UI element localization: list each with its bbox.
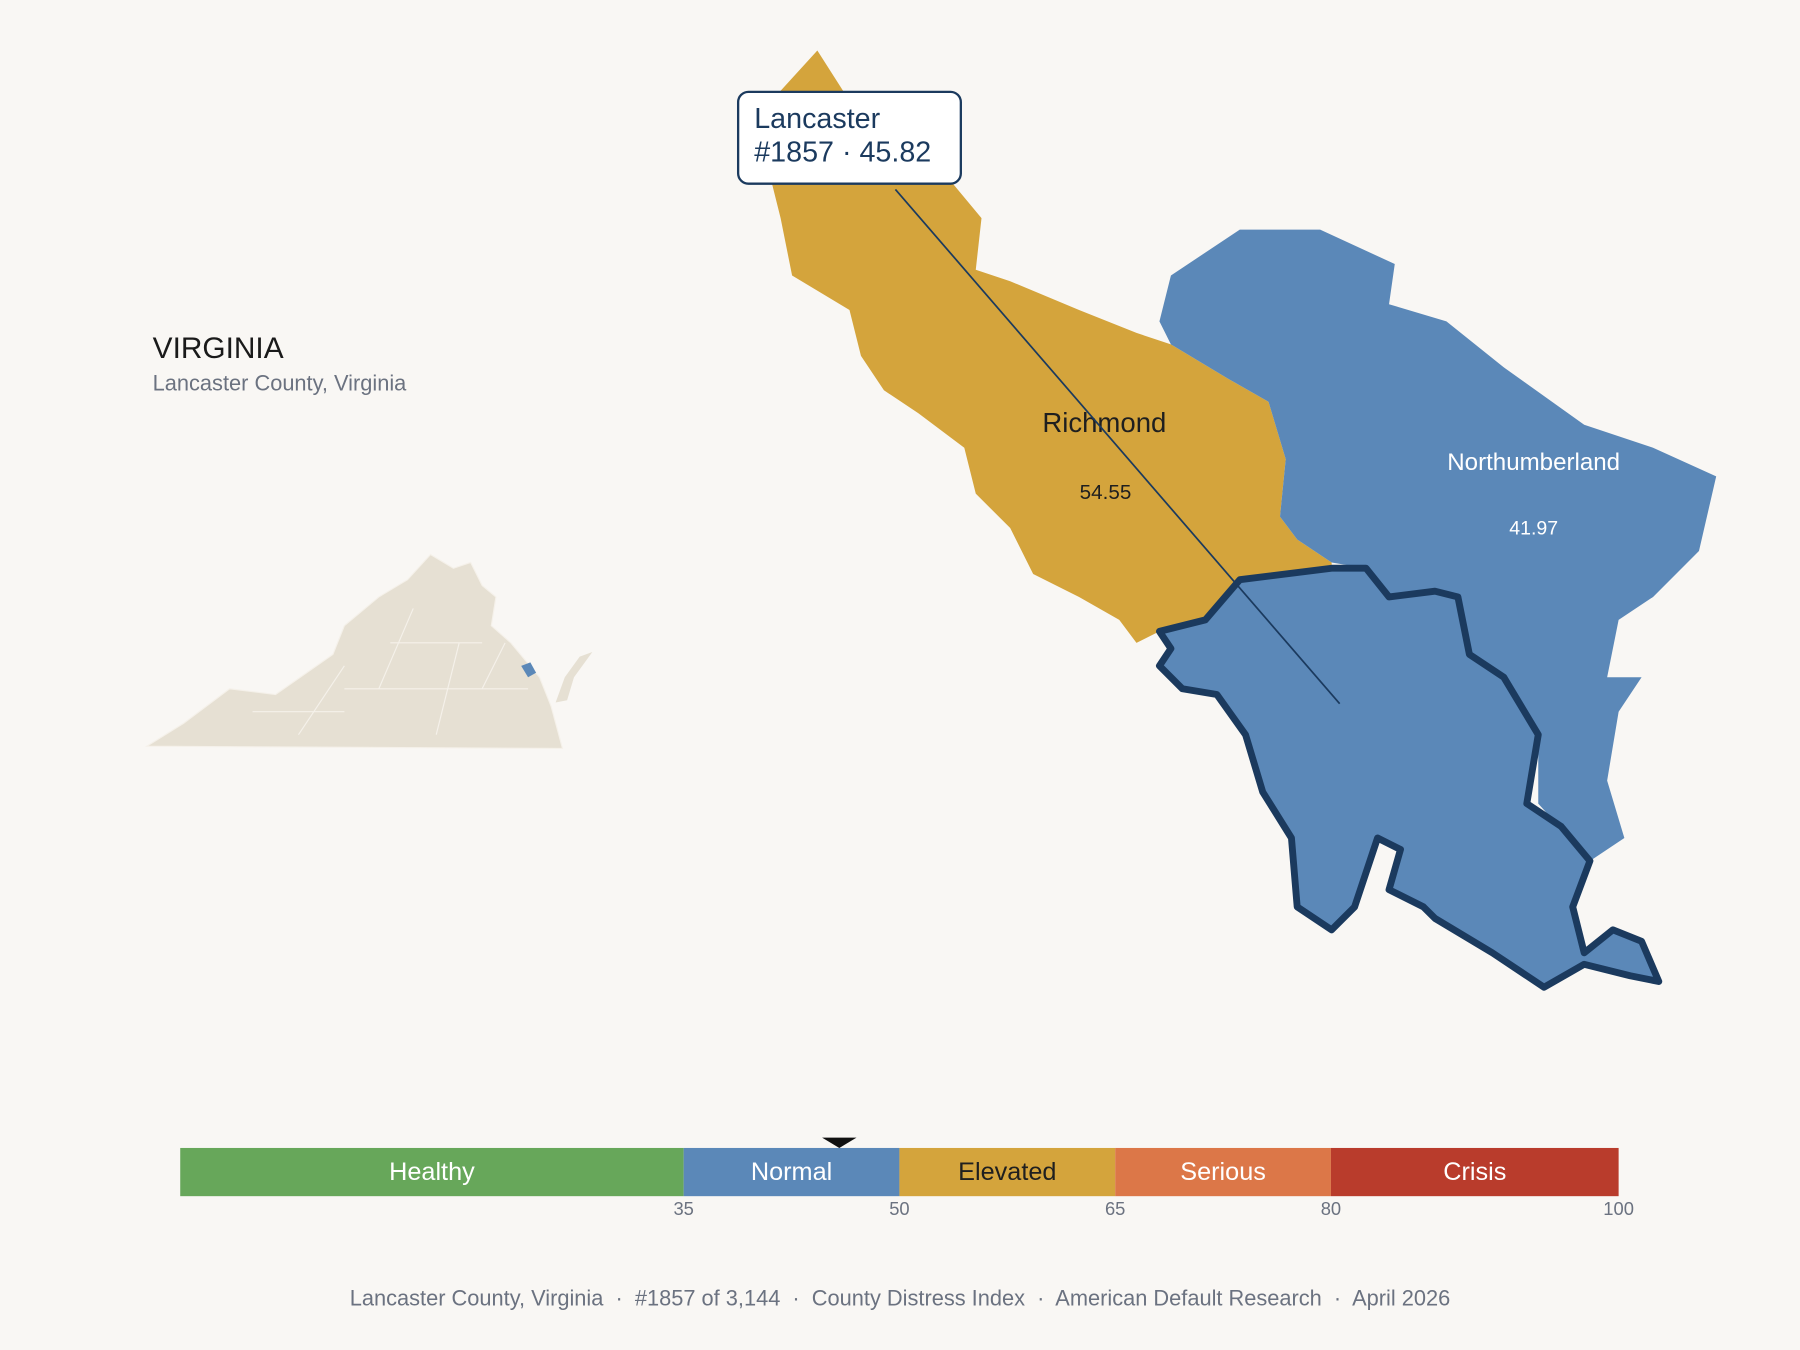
scale-band-label: Elevated: [958, 1158, 1056, 1186]
leader-line: [894, 188, 1341, 705]
scale-band: [180, 1147, 684, 1197]
tooltip: Lancaster #1857 · 45.82: [736, 90, 962, 185]
scale-band: [899, 1147, 1116, 1197]
scale-tick-label: 35: [673, 1198, 693, 1219]
scale-tick-label: 65: [1105, 1198, 1125, 1219]
selected-county-shape[interactable]: [1155, 564, 1663, 991]
footer: Lancaster County, Virginia · #1857 of 3,…: [350, 1285, 1451, 1310]
tooltip-detail: #1857 · 45.82: [754, 136, 931, 168]
scale-band-label: Serious: [1180, 1158, 1266, 1186]
scale-band: [1330, 1147, 1619, 1197]
scale-band: [1115, 1147, 1331, 1197]
distress-scale: Healthy 35 Normal 50 Elevated 65 Serious 80 Cris…: [180, 1137, 1634, 1219]
scale-band-label: Healthy: [389, 1158, 475, 1186]
scale-tick-label: 100: [1603, 1198, 1634, 1219]
scale-tick-label: 50: [889, 1198, 909, 1219]
county-value: 41.97: [1509, 517, 1558, 539]
subtitle: Lancaster County, Virginia: [153, 370, 408, 395]
tooltip-title: Lancaster: [754, 103, 880, 135]
scale-band-label: Normal: [751, 1158, 832, 1186]
county-value: 54.55: [1080, 481, 1132, 504]
scale-tick-label: 80: [1321, 1198, 1341, 1219]
county-shape[interactable]: [1159, 229, 1717, 861]
scale-marker: [822, 1137, 857, 1148]
highlight-county: [521, 662, 537, 678]
state-title: VIRGINIA: [153, 332, 284, 365]
tooltip-box: [736, 90, 962, 185]
county-name: Northumberland: [1447, 449, 1620, 476]
county-map: Richmond 54.55 Northumberland 41.97: [769, 50, 1717, 991]
county-name: Richmond: [1042, 407, 1166, 438]
scale-band-label: Crisis: [1443, 1158, 1506, 1186]
state-shape: [144, 553, 564, 750]
scale-band: [683, 1147, 900, 1197]
county-shape[interactable]: [769, 50, 1332, 643]
county-borders: [252, 608, 529, 736]
